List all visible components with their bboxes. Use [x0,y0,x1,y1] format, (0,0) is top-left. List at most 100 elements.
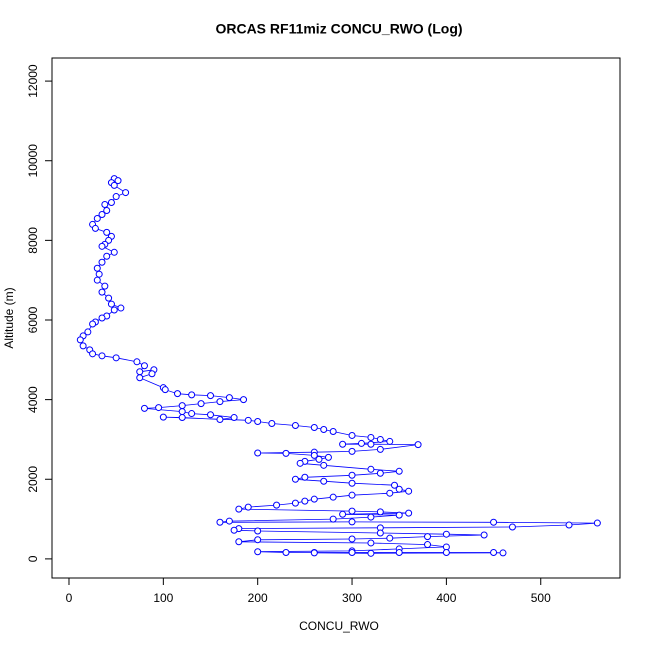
y-tick-label: 0 [26,555,40,562]
y-tick-label: 8000 [26,227,40,254]
data-point [117,304,125,312]
x-tick-label: 400 [436,591,456,605]
data-point [225,517,233,525]
data-point [442,530,450,538]
data-point [254,449,262,457]
data-point [155,404,163,412]
data-point [499,549,507,557]
data-point [103,228,111,236]
data-point [282,449,290,457]
data-point [508,523,516,531]
data-point [442,549,450,557]
data-point [367,433,375,441]
data-point [315,455,323,463]
data-point [367,549,375,557]
data-point [254,527,262,535]
data-point [395,511,403,519]
data-point [114,177,122,185]
data-point [329,515,337,523]
data-point [329,493,337,501]
data-point [565,521,573,529]
data-point [386,534,394,542]
data-point [320,477,328,485]
data-point [230,526,238,534]
y-axis-label: Altitude (m) [2,287,16,348]
data-point [140,362,148,370]
data-point [240,396,248,404]
data-point [348,507,356,515]
data-point [291,422,299,430]
data-point [216,398,224,406]
data-point [93,214,101,222]
data-point [282,549,290,557]
data-point [339,440,347,448]
data-point [122,189,130,197]
data-point [98,288,106,296]
data-point [376,445,384,453]
data-point [367,513,375,521]
data-point [348,471,356,479]
data-point [301,497,309,505]
data-point [357,439,365,447]
data-point [159,413,167,421]
data-point [254,548,262,556]
data-point [390,481,398,489]
data-point [148,370,156,378]
y-tick-label: 2000 [26,466,40,493]
data-point [112,354,120,362]
data-point [101,282,109,290]
data-point [98,258,106,266]
data-point [188,410,196,418]
data-point [291,499,299,507]
data-point [424,541,432,549]
data-point [376,508,384,516]
data-point [324,453,332,461]
data-point [395,485,403,493]
data-point [348,431,356,439]
data-point [140,404,148,412]
y-tick-label: 4000 [26,386,40,413]
data-point [348,447,356,455]
data-point [376,469,384,477]
data-point [273,501,281,509]
data-point [105,294,113,302]
data-point [348,535,356,543]
data-point [93,276,101,284]
data-point [414,441,422,449]
data-point [339,510,347,518]
data-point [197,400,205,408]
data-point [110,306,118,314]
y-tick-label: 12000 [26,64,40,98]
data-point [291,475,299,483]
data-point [395,549,403,557]
data-point [376,529,384,537]
data-point [386,437,394,445]
plot-box [51,57,621,579]
data-point [405,487,413,495]
data-point [161,386,169,394]
data-point [490,549,498,557]
data-point [254,418,262,426]
data-point [107,199,115,207]
data-point [98,314,106,322]
data-point [98,210,106,218]
y-tick-label: 6000 [26,306,40,333]
data-point [296,459,304,467]
data-point [367,465,375,473]
x-tick-label: 100 [153,591,173,605]
data-point [173,390,181,398]
data-point [348,479,356,487]
data-point [225,394,233,402]
data-point [480,531,488,539]
data-point [244,503,252,511]
data-point [178,402,186,410]
data-point [490,518,498,526]
data-point [254,536,262,544]
data-point [207,411,215,419]
data-point [136,368,144,376]
x-tick-label: 200 [248,591,268,605]
data-point [348,491,356,499]
chart-title: ORCAS RF11miz CONCU_RWO (Log) [215,21,462,37]
data-point [89,350,97,358]
